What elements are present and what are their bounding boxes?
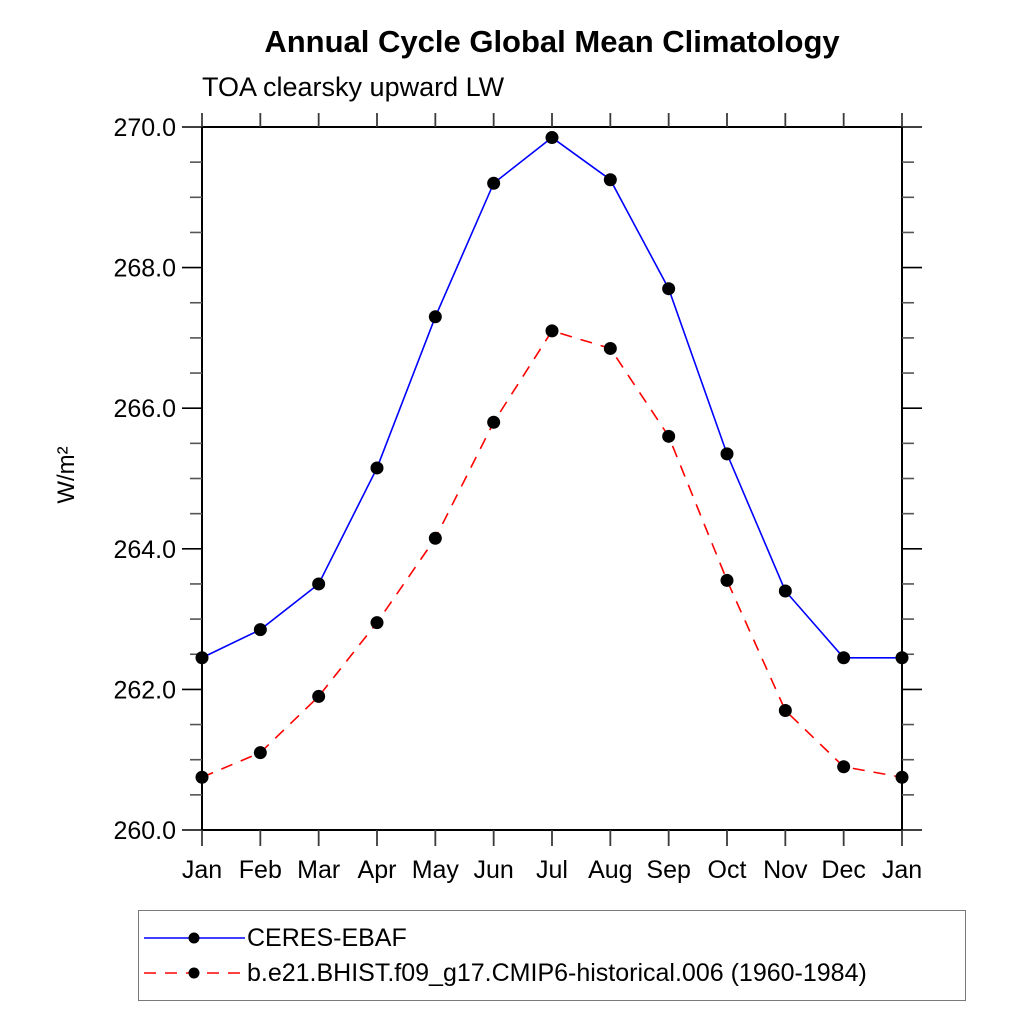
data-point-marker [487, 176, 501, 190]
x-tick-label: Dec [821, 856, 865, 884]
data-point-marker [603, 341, 617, 355]
plot-frame [201, 126, 903, 831]
x-tick-label: Feb [239, 856, 282, 884]
x-tick-label: Jun [474, 856, 514, 884]
legend-solid-line-sample-icon [144, 932, 245, 944]
chart-subtitle: TOA clearsky upward LW [202, 72, 505, 102]
data-point-marker [720, 447, 734, 461]
y-tick-label: 270.0 [113, 114, 176, 142]
chart-title: Annual Cycle Global Mean Climatology [264, 24, 840, 59]
data-point-marker [837, 651, 851, 665]
data-point-marker [545, 131, 559, 145]
data-point-marker [895, 770, 909, 784]
x-tick-label: Jul [536, 856, 568, 884]
x-tick-label: Apr [358, 856, 397, 884]
legend-dashed-line-sample-icon [144, 967, 245, 979]
data-point-marker [312, 577, 326, 591]
legend-item-model: b.e21.BHIST.f09_g17.CMIP6-historical.006… [142, 958, 965, 987]
data-point-marker [428, 531, 442, 545]
legend-sample-marker [188, 932, 200, 944]
data-point-marker [895, 651, 909, 665]
data-point-marker [662, 429, 676, 443]
data-point-marker [603, 173, 617, 187]
y-tick-label: 262.0 [113, 676, 176, 704]
data-point-marker [428, 310, 442, 324]
data-point-marker [837, 760, 851, 774]
legend-label-ceres-ebaf: CERES-EBAF [247, 923, 407, 952]
legend: CERES-EBAF b.e21.BHIST.f09_g17.CMIP6-his… [138, 910, 966, 1001]
data-point-marker [545, 324, 559, 338]
y-tick-label: 264.0 [113, 536, 176, 564]
data-point-marker [370, 461, 384, 475]
data-point-marker [370, 616, 384, 630]
data-point-marker [778, 703, 792, 717]
x-tick-label: Aug [588, 856, 632, 884]
legend-sample-marker [188, 967, 200, 979]
y-tick-label: 268.0 [113, 255, 176, 283]
y-tick-label: 266.0 [113, 395, 176, 423]
x-tick-label: Nov [763, 856, 808, 884]
x-tick-label: Mar [297, 856, 340, 884]
legend-label-model: b.e21.BHIST.f09_g17.CMIP6-historical.006… [247, 958, 867, 987]
legend-item-ceres-ebaf: CERES-EBAF [142, 923, 965, 952]
data-point-marker [253, 623, 267, 637]
series-line-0 [201, 136, 902, 659]
data-point-marker [312, 689, 326, 703]
x-tick-label: Oct [708, 856, 747, 884]
x-tick-label: Sep [646, 856, 690, 884]
series-line-1 [201, 329, 903, 779]
data-point-marker [195, 770, 209, 784]
x-tick-label: May [412, 856, 460, 884]
data-point-marker [195, 651, 209, 665]
x-tick-label: Jan [182, 856, 222, 884]
x-tick-label: Jan [882, 856, 922, 884]
data-point-marker [487, 415, 501, 429]
data-point-marker [662, 282, 676, 296]
data-point-marker [720, 573, 734, 587]
y-tick-label: 260.0 [113, 817, 176, 845]
data-point-marker [778, 584, 792, 598]
data-point-marker [253, 746, 267, 760]
